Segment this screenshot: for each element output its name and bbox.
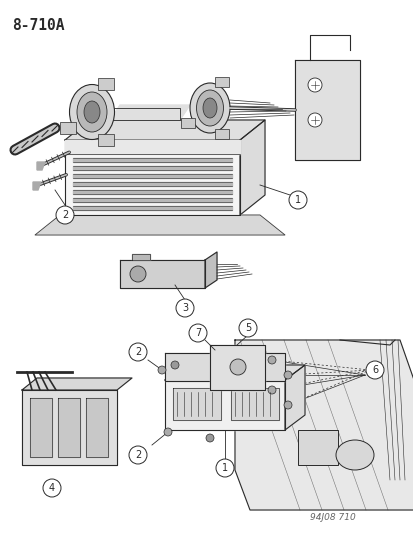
FancyBboxPatch shape xyxy=(297,430,337,465)
Polygon shape xyxy=(294,60,359,160)
Circle shape xyxy=(216,459,233,477)
Polygon shape xyxy=(209,345,264,390)
Polygon shape xyxy=(165,353,284,381)
Polygon shape xyxy=(120,260,204,288)
Text: 4: 4 xyxy=(49,483,55,493)
Circle shape xyxy=(189,324,206,342)
Polygon shape xyxy=(73,166,231,170)
Polygon shape xyxy=(22,390,117,465)
Circle shape xyxy=(283,371,291,379)
FancyBboxPatch shape xyxy=(98,134,114,146)
Text: 2: 2 xyxy=(62,210,68,220)
Polygon shape xyxy=(284,365,304,430)
Polygon shape xyxy=(35,215,284,235)
Polygon shape xyxy=(165,365,304,380)
Circle shape xyxy=(176,299,194,317)
Ellipse shape xyxy=(190,83,230,133)
Ellipse shape xyxy=(202,98,216,118)
Ellipse shape xyxy=(77,92,107,132)
Polygon shape xyxy=(230,388,278,420)
Polygon shape xyxy=(73,190,231,194)
Text: 5: 5 xyxy=(244,323,251,333)
Ellipse shape xyxy=(84,101,100,123)
Circle shape xyxy=(238,319,256,337)
Circle shape xyxy=(130,266,146,282)
Polygon shape xyxy=(110,105,190,120)
Circle shape xyxy=(164,428,171,436)
FancyBboxPatch shape xyxy=(215,129,229,139)
Circle shape xyxy=(129,446,147,464)
Circle shape xyxy=(267,386,275,394)
Polygon shape xyxy=(73,174,231,178)
Circle shape xyxy=(230,359,245,375)
Polygon shape xyxy=(65,140,240,154)
Polygon shape xyxy=(30,398,52,457)
Circle shape xyxy=(365,361,383,379)
Circle shape xyxy=(206,434,214,442)
Circle shape xyxy=(288,191,306,209)
Circle shape xyxy=(267,356,275,364)
Text: 8-710A: 8-710A xyxy=(12,18,64,33)
FancyBboxPatch shape xyxy=(215,77,229,87)
Polygon shape xyxy=(73,206,231,210)
Text: 1: 1 xyxy=(294,195,300,205)
Circle shape xyxy=(283,401,291,409)
Polygon shape xyxy=(65,120,264,140)
Polygon shape xyxy=(73,158,231,162)
FancyBboxPatch shape xyxy=(59,122,76,134)
Text: 3: 3 xyxy=(181,303,188,313)
Circle shape xyxy=(43,479,61,497)
Polygon shape xyxy=(65,140,240,215)
Ellipse shape xyxy=(335,440,373,470)
Polygon shape xyxy=(165,380,284,430)
Circle shape xyxy=(129,343,147,361)
Polygon shape xyxy=(37,162,45,170)
Text: 2: 2 xyxy=(135,347,141,357)
Polygon shape xyxy=(132,254,150,260)
Text: 1: 1 xyxy=(221,463,228,473)
Polygon shape xyxy=(73,198,231,202)
Polygon shape xyxy=(58,398,80,457)
Circle shape xyxy=(158,366,166,374)
Polygon shape xyxy=(86,398,108,457)
Text: 2: 2 xyxy=(135,450,141,460)
Polygon shape xyxy=(33,182,41,190)
FancyBboxPatch shape xyxy=(181,118,195,128)
Ellipse shape xyxy=(69,85,114,140)
Text: 94J08 710: 94J08 710 xyxy=(309,513,355,522)
Text: 6: 6 xyxy=(371,365,377,375)
Circle shape xyxy=(56,206,74,224)
Polygon shape xyxy=(22,378,132,390)
Circle shape xyxy=(307,113,321,127)
Polygon shape xyxy=(73,182,231,186)
Circle shape xyxy=(171,361,178,369)
Polygon shape xyxy=(240,120,264,215)
Polygon shape xyxy=(204,252,216,288)
Circle shape xyxy=(307,78,321,92)
Ellipse shape xyxy=(196,90,223,126)
FancyBboxPatch shape xyxy=(98,78,114,90)
Polygon shape xyxy=(235,340,413,510)
Text: 7: 7 xyxy=(195,328,201,338)
Polygon shape xyxy=(173,388,221,420)
